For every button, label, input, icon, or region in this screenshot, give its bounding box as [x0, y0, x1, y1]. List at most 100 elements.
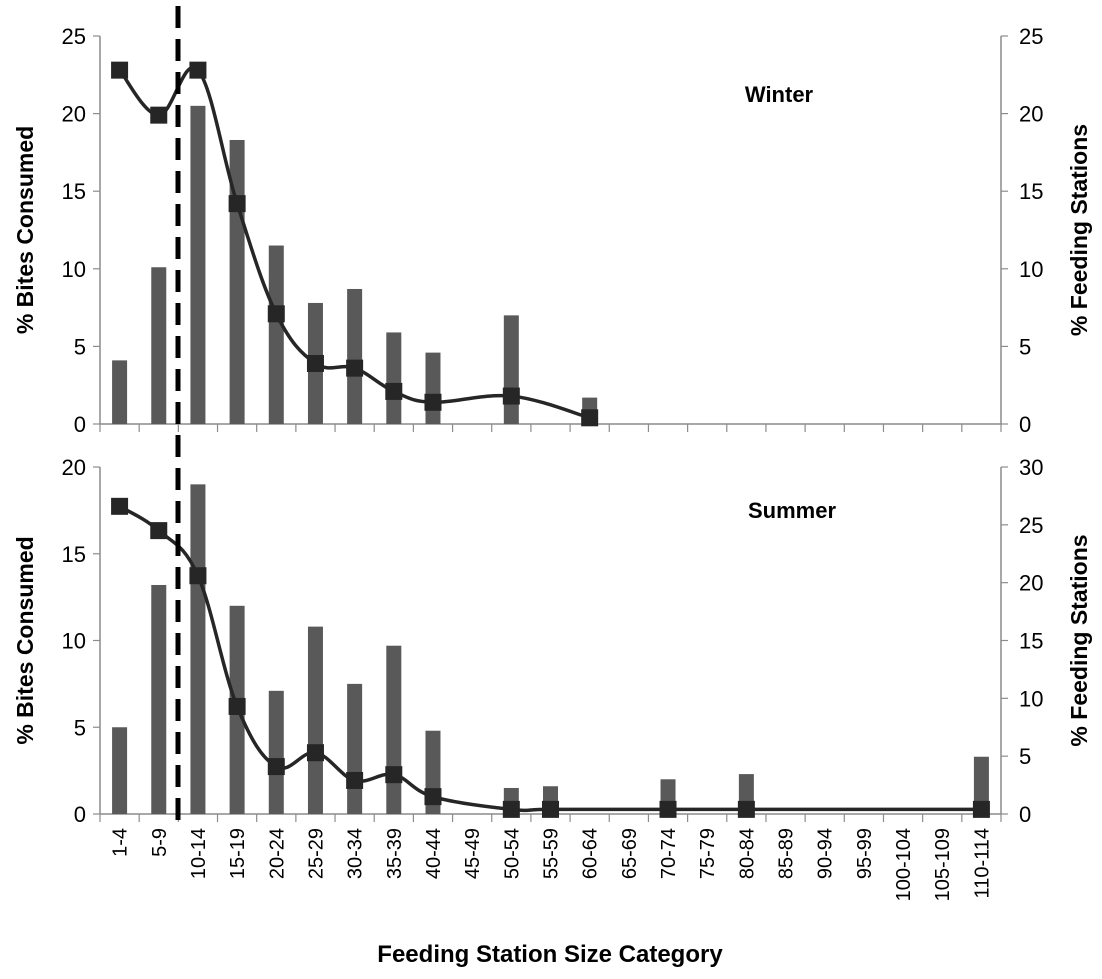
right-axis-title: % Feeding Stations	[1066, 124, 1092, 336]
x-tick-label: 95-99	[854, 828, 876, 879]
x-tick-label: 70-74	[658, 828, 680, 879]
bar	[151, 267, 167, 424]
x-tick-label: 30-34	[345, 828, 367, 879]
line-marker	[267, 758, 285, 776]
right-tick-label: 10	[1019, 257, 1043, 282]
x-tick-label: 105-109	[932, 828, 954, 901]
right-tick-label: 25	[1019, 24, 1043, 49]
bar	[386, 332, 402, 424]
x-tick-label: 1-4	[110, 828, 132, 857]
bar	[112, 360, 128, 424]
right-tick-label: 15	[1019, 179, 1043, 204]
x-tick-label: 15-19	[227, 828, 249, 879]
x-tick-label: 80-84	[736, 828, 758, 879]
right-tick-label: 30	[1019, 455, 1043, 480]
x-tick-label: 90-94	[815, 828, 837, 879]
bar	[347, 288, 363, 424]
line-marker	[581, 409, 599, 427]
line-marker	[228, 697, 246, 715]
left-tick-label: 15	[62, 542, 86, 567]
line-marker	[502, 800, 520, 818]
line-marker	[150, 106, 168, 124]
right-tick-label: 20	[1019, 571, 1043, 596]
line-marker	[346, 771, 364, 789]
right-tick-label: 20	[1019, 102, 1043, 127]
right-axis-title: % Feeding Stations	[1066, 534, 1092, 746]
line-marker	[424, 393, 442, 411]
x-tick-label: 45-49	[462, 828, 484, 879]
series-line	[118, 504, 982, 813]
bar	[973, 756, 989, 814]
line-marker	[111, 61, 129, 79]
left-axis-title: % Bites Consumed	[12, 126, 38, 334]
line-marker	[424, 788, 442, 806]
line-marker	[385, 382, 403, 400]
x-tick-label: 100-104	[893, 828, 915, 901]
bar	[151, 584, 167, 814]
left-tick-label: 20	[62, 102, 86, 127]
bar	[307, 626, 323, 814]
line-marker	[385, 766, 403, 784]
line-marker	[189, 567, 207, 585]
x-tick-label: 50-54	[501, 828, 523, 879]
x-tick-label: 75-79	[697, 828, 719, 879]
line-marker	[737, 800, 755, 818]
x-tick-label: 60-64	[580, 828, 602, 879]
bar	[503, 315, 519, 424]
line-marker	[306, 354, 324, 372]
left-tick-label: 5	[74, 334, 86, 359]
left-axis-title: % Bites Consumed	[12, 536, 38, 744]
bar	[190, 484, 206, 814]
x-axis-title: Feeding Station Size Category	[377, 941, 723, 968]
x-tick-label: 40-44	[423, 828, 445, 879]
right-tick-label: 5	[1019, 744, 1031, 769]
line-marker	[542, 800, 559, 818]
left-tick-label: 0	[74, 412, 86, 437]
bar	[386, 645, 402, 814]
line-marker	[267, 305, 285, 323]
right-tick-label: 0	[1019, 412, 1031, 437]
x-tick-label: 85-89	[776, 828, 798, 879]
left-tick-label: 5	[74, 715, 86, 740]
bar	[347, 683, 363, 814]
line-marker	[111, 497, 129, 515]
bar	[268, 690, 284, 814]
series-line	[118, 65, 591, 420]
panel-summer: 0 5 10 15 20 0 5 10 15 20 25 30 % Bites Consumed % Fe…	[12, 455, 1092, 968]
left-tick-label: 10	[62, 629, 86, 654]
panel-title: Winter	[745, 82, 814, 107]
line-marker	[306, 744, 324, 762]
left-tick-label: 15	[62, 179, 86, 204]
right-tick-label: 10	[1019, 686, 1043, 711]
x-tick-label: 110-114	[971, 828, 993, 898]
x-tick-label: 35-39	[384, 828, 406, 879]
bar	[425, 352, 441, 424]
right-tick-label: 0	[1019, 802, 1031, 827]
left-tick-label: 0	[74, 802, 86, 827]
line-marker	[502, 387, 520, 405]
panel-winter: 0 5 10 15 20 25 0 5 10 15 20 25 % Bites Consumed % Fe…	[12, 24, 1092, 437]
line-marker	[228, 195, 246, 213]
bar	[190, 105, 206, 424]
x-tick-label: 10-14	[188, 828, 210, 879]
bar	[112, 727, 128, 814]
bar	[268, 245, 284, 424]
x-tick-label: 20-24	[266, 828, 288, 879]
right-tick-label: 5	[1019, 334, 1031, 359]
left-tick-label: 25	[62, 24, 86, 49]
left-tick-label: 10	[62, 257, 86, 282]
x-tick-label: 5-9	[149, 828, 171, 857]
x-tick-label: 65-69	[619, 828, 641, 879]
line-marker	[346, 359, 364, 377]
line-marker	[659, 800, 677, 818]
left-tick-label: 20	[62, 455, 86, 480]
line-marker	[189, 61, 207, 79]
x-tick-label: 25-29	[305, 828, 327, 879]
line-marker	[150, 522, 168, 540]
right-tick-label: 15	[1019, 629, 1043, 654]
panel-title: Summer	[748, 498, 836, 523]
line-marker	[972, 800, 990, 818]
right-tick-label: 25	[1019, 513, 1043, 538]
